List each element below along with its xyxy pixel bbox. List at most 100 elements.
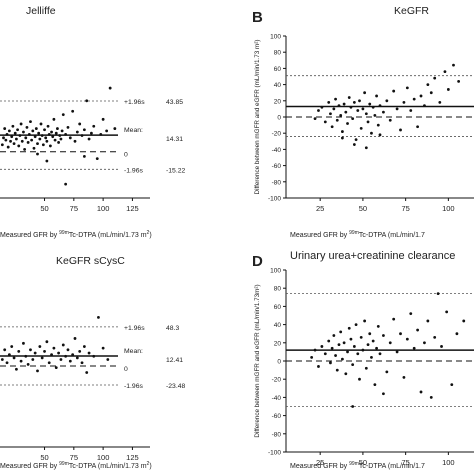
data-point (412, 346, 416, 350)
data-point (24, 354, 28, 358)
data-point (416, 328, 419, 332)
data-point (440, 345, 443, 348)
data-point (382, 392, 385, 396)
panel-letter: B (252, 9, 263, 26)
data-point (90, 131, 93, 135)
x-tick-label: 100 (97, 204, 110, 213)
data-point (105, 129, 109, 133)
data-point (346, 122, 349, 125)
data-point (392, 317, 396, 321)
data-point (351, 117, 355, 121)
data-point (395, 107, 399, 111)
data-point (68, 136, 72, 140)
data-point (368, 102, 372, 106)
lower-limit-value: -23.48 (166, 383, 185, 390)
x-axis-label: Measured GFR by 99mTc-DTPA (mL/min/1.73 … (0, 461, 152, 470)
data-point (61, 113, 65, 117)
data-point (19, 359, 23, 363)
data-point (438, 101, 442, 104)
data-point (341, 357, 344, 361)
data-point (423, 341, 426, 345)
y-tick-label: 80 (274, 286, 282, 293)
x-tick-label: 75 (70, 453, 78, 462)
data-point (13, 131, 17, 135)
data-point (50, 353, 53, 357)
data-point (346, 350, 349, 354)
data-point (26, 362, 30, 366)
data-point (45, 139, 49, 143)
x-tick-label: 25 (316, 204, 324, 213)
data-point (6, 145, 10, 149)
mean-label: Mean: (124, 127, 143, 134)
data-point (30, 138, 34, 142)
lower-limit-label: -1.96s (124, 383, 143, 390)
data-point (43, 350, 46, 353)
mean-label: Mean: (124, 348, 143, 355)
x-tick-label: 75 (401, 204, 409, 213)
data-point (320, 105, 324, 109)
x-tick-label: 125 (126, 204, 139, 213)
data-point (20, 139, 24, 143)
data-point (429, 396, 433, 399)
data-point (344, 110, 348, 114)
upper-limit-label: +1.96s (124, 99, 145, 106)
y-tick-label: 20 (274, 340, 282, 347)
data-point (7, 129, 11, 133)
data-point (405, 337, 409, 341)
data-point (58, 134, 62, 137)
x-tick-label: 50 (40, 453, 48, 462)
data-point (370, 131, 373, 135)
data-point (426, 83, 430, 86)
x-tick-label: 75 (401, 458, 409, 467)
data-point (85, 99, 89, 103)
data-point (359, 335, 363, 339)
y-tick-label: 0 (277, 115, 281, 122)
data-point (363, 91, 367, 95)
data-point (15, 137, 18, 141)
data-point (10, 345, 14, 348)
data-point (73, 337, 77, 340)
data-point (64, 132, 68, 136)
data-point (17, 350, 21, 353)
data-point (61, 343, 65, 347)
data-point (376, 325, 380, 328)
data-point (332, 107, 336, 111)
data-point (351, 405, 355, 408)
data-point (402, 375, 406, 379)
data-point (405, 86, 409, 90)
data-point (429, 91, 433, 95)
data-point (330, 125, 334, 129)
data-point (373, 383, 377, 387)
data-point (11, 124, 15, 128)
y-tick-label: 40 (274, 82, 282, 89)
data-point (347, 326, 351, 330)
data-point (64, 182, 68, 186)
data-point (419, 94, 423, 98)
data-point (375, 346, 378, 350)
data-point (57, 351, 60, 355)
data-point (382, 110, 385, 114)
data-point (433, 335, 437, 339)
data-point (10, 135, 14, 139)
data-point (452, 63, 455, 67)
data-point (36, 369, 39, 373)
data-point (320, 345, 324, 348)
data-point (378, 133, 382, 137)
data-point (344, 372, 348, 376)
data-point (22, 341, 25, 345)
x-tick-label: 25 (316, 458, 324, 467)
mean-value: 12.41 (166, 357, 183, 364)
data-point (31, 358, 35, 361)
data-point (39, 122, 43, 126)
data-point (349, 337, 353, 341)
data-point (108, 86, 112, 90)
y-tick-label: -40 (272, 147, 282, 154)
x-axis-label: Measured GFR by 99mTc-DTPA (mL/min/1.73 … (0, 230, 152, 239)
panel-a: Jelliffe 50 75 100 125 Measured GFR by 99mTc-… (0, 5, 185, 239)
data-point (361, 348, 365, 352)
y-axis-label: Difference between mGFR and eGFR (mL/min… (254, 40, 261, 195)
data-point (323, 120, 327, 124)
panel-title: KeGFR sCysC (56, 255, 125, 267)
x-tick-label: 50 (40, 204, 48, 213)
